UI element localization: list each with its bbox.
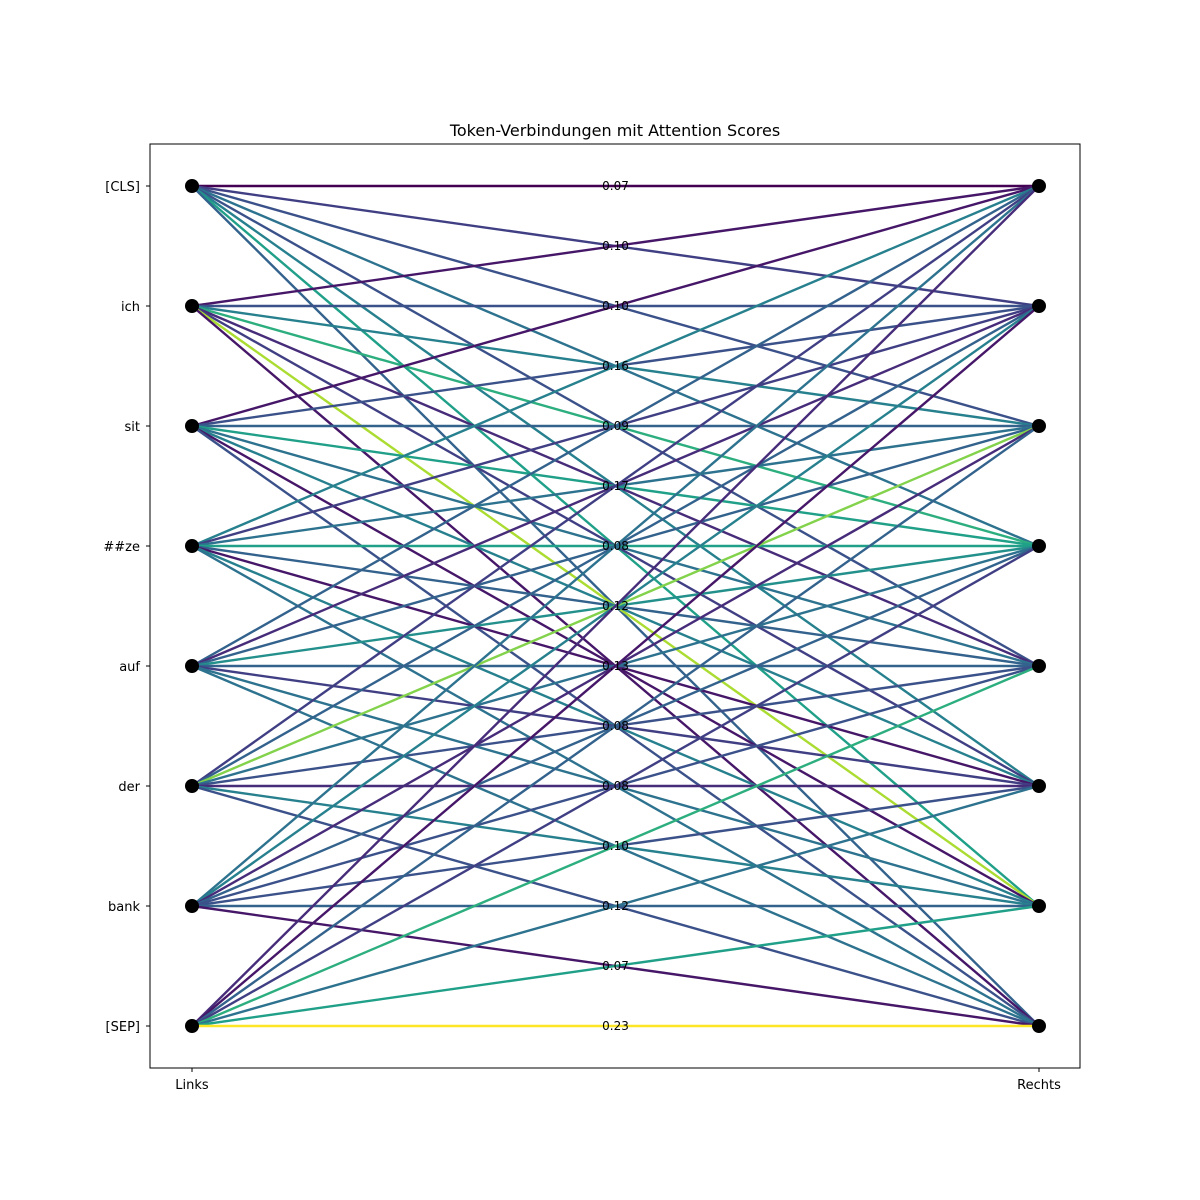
y-axis: [CLS] ich sit ##ze auf der bank [SEP]	[103, 180, 150, 1035]
right-node	[1032, 659, 1046, 673]
score-label: 0.17	[602, 479, 629, 493]
left-node	[185, 899, 199, 913]
left-node	[185, 779, 199, 793]
connection-line	[191, 664, 1040, 1028]
score-label: 0.08	[602, 779, 629, 793]
x-tick-label: Links	[175, 1078, 209, 1093]
score-label: 0.10	[602, 299, 629, 313]
y-tick-label: bank	[108, 900, 140, 915]
right-node	[1032, 179, 1046, 193]
y-tick-label: ##ze	[103, 540, 140, 555]
connection-line	[191, 185, 1040, 907]
x-axis: Links Rechts	[175, 1068, 1061, 1093]
left-node	[185, 299, 199, 313]
connection-line	[191, 184, 1040, 668]
right-node	[1032, 1019, 1046, 1033]
connection-line	[191, 425, 1040, 1027]
score-label: 0.07	[602, 959, 629, 973]
score-label: 0.09	[602, 419, 629, 433]
connection-line	[191, 544, 1040, 1028]
connection-line	[191, 305, 1040, 1027]
score-label: 0.16	[602, 359, 629, 373]
plot-frame	[149, 143, 1081, 1069]
y-tick-label: sit	[125, 420, 140, 435]
y-tick-label: ich	[121, 300, 140, 315]
y-tick-label: der	[118, 780, 140, 795]
score-label: 0.13	[602, 659, 629, 673]
connection-lines	[191, 184, 1040, 1028]
left-node	[185, 659, 199, 673]
connection-line	[191, 185, 1040, 787]
y-tick-label: [CLS]	[105, 180, 140, 195]
left-node	[185, 539, 199, 553]
score-label: 0.07	[602, 179, 629, 193]
connection-line	[191, 184, 1040, 308]
left-node	[185, 419, 199, 433]
connection-line	[191, 184, 1040, 548]
y-tick-label: [SEP]	[106, 1020, 140, 1035]
left-node	[185, 179, 199, 193]
right-node	[1032, 299, 1046, 313]
right-node	[1032, 899, 1046, 913]
score-label: 0.08	[602, 539, 629, 553]
right-node	[1032, 779, 1046, 793]
right-node	[1032, 539, 1046, 553]
right-node	[1032, 419, 1046, 433]
y-tick-label: auf	[119, 660, 140, 675]
score-label: 0.10	[602, 239, 629, 253]
score-label: 0.10	[602, 839, 629, 853]
connection-line	[191, 904, 1040, 1028]
connection-line	[191, 784, 1040, 1028]
score-label: 0.08	[602, 719, 629, 733]
connection-line	[191, 184, 1040, 428]
token-nodes	[185, 179, 1046, 1033]
chart-title: Token-Verbindungen mit Attention Scores	[449, 121, 780, 140]
score-label: 0.12	[602, 599, 629, 613]
x-tick-label: Rechts	[1017, 1078, 1061, 1093]
score-label: 0.23	[602, 1019, 629, 1033]
score-labels: 0.07 0.10 0.10 0.16 0.09 0.17 0.08 0.12 0.13 0.08…	[602, 179, 629, 1033]
left-node	[185, 1019, 199, 1033]
connection-line	[191, 185, 1040, 1027]
score-label: 0.12	[602, 899, 629, 913]
